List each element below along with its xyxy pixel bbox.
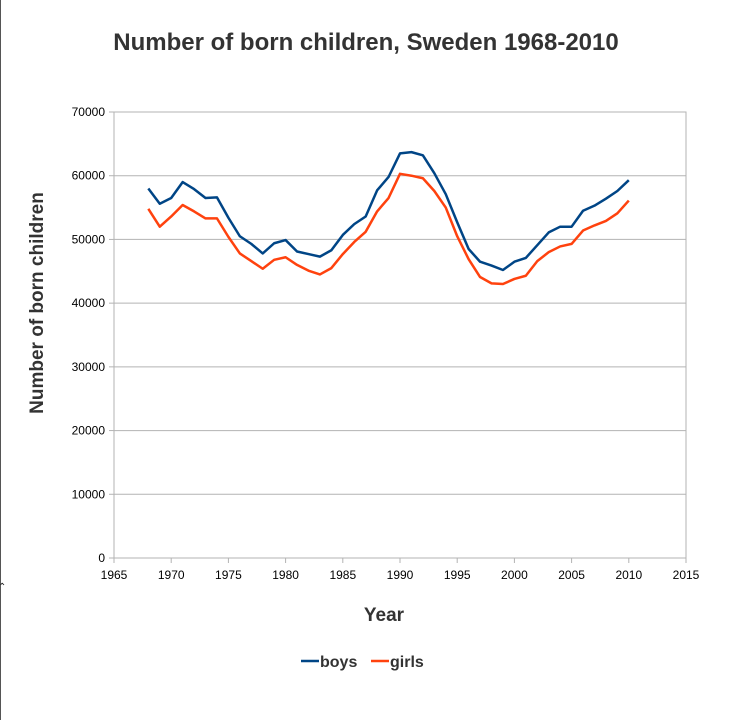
x-tick-label: 1965 (101, 568, 128, 582)
y-tick-label: 70000 (72, 105, 106, 119)
y-tick-label: 30000 (72, 360, 106, 374)
x-tick-label: 2000 (501, 568, 528, 582)
x-tick-label: 1990 (387, 568, 414, 582)
x-tick-label: 2010 (615, 568, 642, 582)
left-frame-line (0, 0, 1, 720)
legend-label-boys: boys (320, 654, 357, 671)
chart-legend: boys girls (301, 654, 424, 671)
chart-title: Number of born children, Sweden 1968-201… (113, 29, 618, 56)
x-tick-label: 2005 (558, 568, 585, 582)
x-axis-title: Year (364, 605, 405, 626)
series-line-girls (147, 172, 630, 286)
y-tick-label: 40000 (72, 296, 106, 310)
x-tick-marks (113, 558, 687, 563)
legend-label-girls: girls (390, 654, 424, 671)
y-tick-label: 20000 (72, 424, 106, 438)
y-tick-labels: 0 10000 20000 30000 40000 50000 60000 70000 (72, 105, 106, 565)
plot-area-border (113, 111, 687, 559)
y-tick-label: 60000 (72, 169, 106, 183)
y-tick-label: 10000 (72, 487, 106, 501)
series-line-boys (147, 150, 630, 272)
page-marker-icon: ⌃ (0, 582, 7, 593)
x-tick-label: 1980 (272, 568, 299, 582)
series-lines (147, 150, 630, 286)
x-tick-label: 2015 (673, 568, 700, 582)
x-tick-label: 1995 (444, 568, 471, 582)
x-tick-labels: 1965 1970 1975 1980 1985 1990 1995 2000 2005 2010… (101, 568, 700, 582)
y-axis-title: Number of born children (27, 192, 48, 414)
x-tick-label: 1985 (329, 568, 356, 582)
x-tick-label: 1970 (158, 568, 185, 582)
y-tick-label: 50000 (72, 232, 106, 246)
x-tick-label: 1975 (215, 568, 242, 582)
y-tick-label: 0 (98, 551, 105, 565)
